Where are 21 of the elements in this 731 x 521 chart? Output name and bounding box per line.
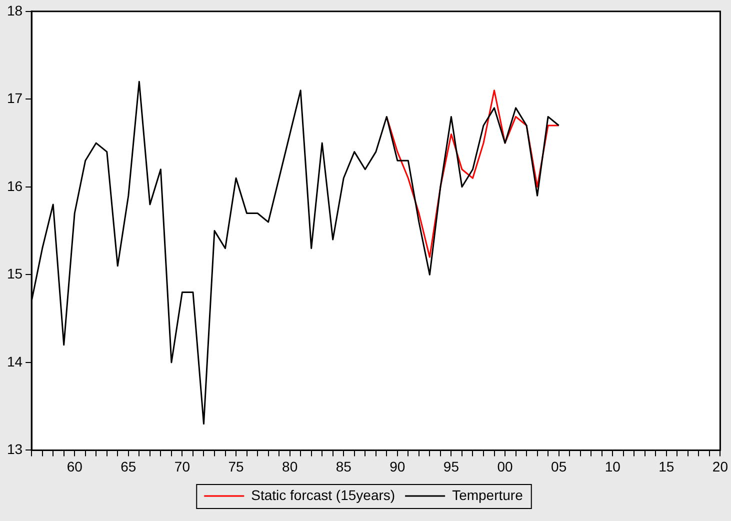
x-tick-label: 05 [551, 458, 567, 474]
y-tick-label: 15 [6, 266, 23, 282]
x-tick-label: 85 [336, 458, 352, 474]
x-tick-label: 65 [120, 458, 136, 474]
x-tick-label: 10 [604, 458, 621, 474]
y-tick-label: 16 [6, 178, 23, 194]
x-tick-label: 95 [443, 458, 460, 474]
y-tick-label: 18 [6, 2, 23, 18]
x-tick-label: 60 [66, 458, 83, 474]
x-tick-label: 90 [390, 458, 406, 474]
x-tick-label: 20 [712, 458, 728, 474]
x-tick-label: 15 [658, 458, 674, 474]
legend-label: Static forcast (15years) [251, 486, 396, 503]
y-tick-label: 13 [6, 441, 23, 458]
x-tick-label: 00 [497, 458, 514, 474]
x-tick-label: 70 [174, 458, 190, 474]
y-tick-label: 14 [6, 353, 23, 370]
x-tick-label: 80 [282, 458, 298, 474]
x-tick-label: 75 [228, 458, 244, 474]
y-tick-label: 17 [6, 90, 23, 106]
legend-label: Temperture [452, 486, 524, 503]
